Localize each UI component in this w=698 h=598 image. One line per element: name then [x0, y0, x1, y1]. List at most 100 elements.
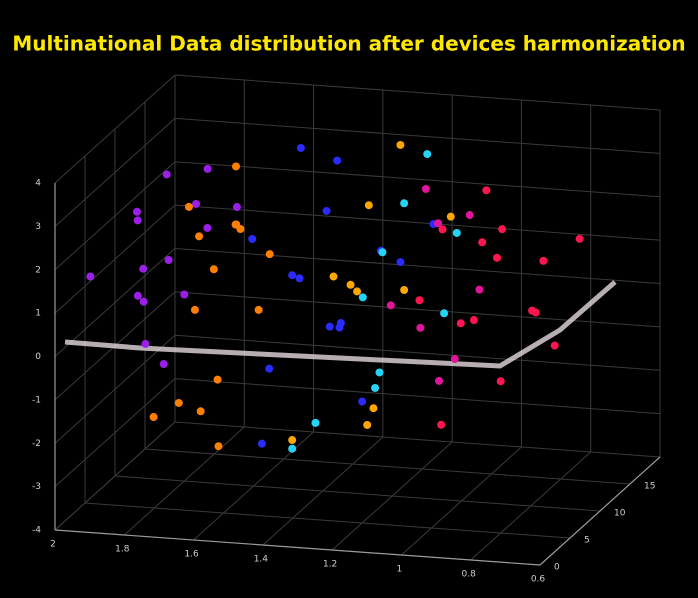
data-point: [550, 341, 559, 350]
data-point: [400, 286, 409, 295]
data-point: [415, 296, 424, 305]
data-point: [465, 211, 474, 220]
x-tick-label: 1.4: [254, 555, 269, 565]
data-point: [396, 140, 405, 149]
grid-line: [174, 117, 661, 154]
z-tick-label: -1: [32, 395, 41, 405]
grid-layer: [54, 74, 661, 566]
x-tick-label: 1.2: [323, 560, 337, 570]
data-point: [400, 199, 409, 208]
data-point: [174, 398, 183, 407]
x-tick-label: 0.6: [531, 575, 546, 585]
data-point: [358, 293, 367, 302]
y-tick-label: 5: [584, 536, 590, 546]
data-point: [232, 162, 240, 171]
data-point: [296, 143, 305, 152]
data-point: [335, 323, 344, 332]
data-point: [162, 170, 171, 179]
z-tick-label: -3: [32, 482, 41, 492]
x-tick-label: 2: [50, 540, 56, 550]
x-axis-line: [54, 529, 541, 566]
data-point: [311, 418, 320, 427]
data-point: [575, 234, 584, 243]
data-point: [288, 444, 297, 453]
data-point: [86, 272, 95, 281]
data-point: [139, 297, 148, 306]
y-tick-label: 10: [614, 509, 626, 519]
x-tick-label: 0.8: [462, 570, 477, 580]
data-point: [213, 375, 222, 384]
x-tick-label: 1.8: [115, 545, 130, 555]
grid-line: [174, 291, 661, 328]
data-point: [232, 203, 241, 212]
data-point: [164, 256, 173, 264]
data-point: [180, 290, 189, 299]
data-point: [498, 225, 507, 234]
data-point: [456, 319, 465, 328]
grid-line: [174, 204, 661, 241]
data-point: [265, 250, 274, 259]
data-point: [435, 376, 444, 385]
data-point: [493, 253, 501, 262]
data-point: [482, 186, 491, 195]
data-point: [353, 287, 362, 296]
data-point: [203, 223, 212, 232]
data-point: [416, 323, 425, 332]
data-point: [149, 413, 158, 422]
data-point: [446, 212, 455, 221]
points-layer: [86, 140, 584, 453]
data-point: [440, 309, 449, 318]
data-point: [257, 439, 266, 448]
z-tick-label: -2: [32, 439, 41, 449]
data-point: [254, 305, 263, 314]
grid-line: [54, 421, 176, 531]
data-point: [396, 258, 405, 267]
labels-layer: 2 1.8 1.6 1.4 1.2 1 0.8 0.6 0 5 10 15 -4 -3 -2 -1 0 1 2 3 4: [32, 179, 655, 585]
data-point: [322, 206, 331, 215]
data-point: [358, 397, 367, 406]
grid-line: [84, 502, 571, 539]
grid-line: [174, 248, 661, 284]
x-tick-label: 1: [397, 565, 403, 575]
data-point: [528, 306, 537, 315]
data-point: [333, 156, 342, 165]
data-point: [438, 225, 447, 234]
data-point: [133, 291, 142, 300]
grid-line: [54, 248, 176, 357]
data-point: [288, 436, 297, 445]
data-point: [214, 442, 223, 451]
z-tick-label: 1: [35, 309, 41, 319]
grid-line: [174, 378, 661, 415]
data-point: [288, 271, 297, 280]
data-point: [192, 199, 201, 208]
data-point: [378, 248, 387, 257]
data-point: [329, 272, 338, 281]
data-point: [132, 207, 141, 216]
data-point: [371, 383, 380, 392]
data-point: [141, 339, 150, 348]
data-point: [369, 404, 378, 413]
grid-line: [144, 448, 631, 485]
y-tick-label: 0: [554, 563, 560, 573]
data-point: [434, 219, 443, 228]
z-tick-label: 0: [35, 352, 41, 362]
data-point: [452, 228, 461, 237]
grid-line: [174, 334, 661, 371]
data-point: [437, 420, 446, 429]
grid-line: [54, 334, 176, 444]
data-point: [265, 364, 274, 373]
grid-line: [54, 204, 176, 314]
data-point: [139, 264, 148, 273]
y-axis-line: [539, 456, 661, 566]
data-point: [539, 256, 548, 265]
z-tick-label: -4: [32, 526, 41, 536]
grid-line: [54, 74, 176, 184]
data-point: [190, 305, 199, 314]
data-point: [364, 201, 373, 210]
y-tick-label: 15: [644, 482, 655, 492]
data-point: [421, 184, 430, 193]
data-point: [469, 316, 478, 325]
data-point: [203, 164, 212, 173]
z-tick-label: 4: [35, 179, 41, 189]
data-point: [325, 322, 334, 331]
